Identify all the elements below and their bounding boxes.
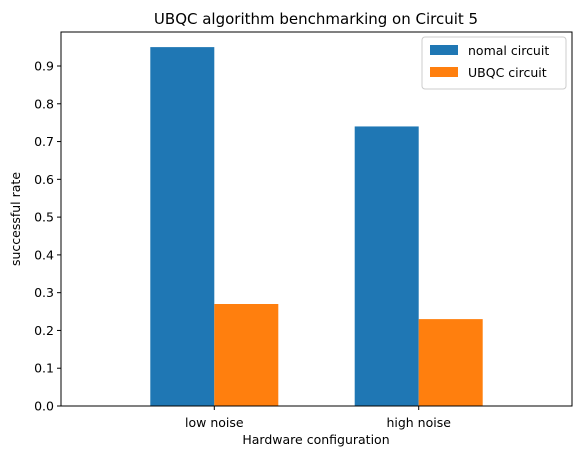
y-tick-label: 0.4 (34, 247, 54, 262)
legend-swatch (430, 67, 458, 77)
x-axis-label: Hardware configuration (242, 432, 389, 447)
plot-area-frame (60, 31, 573, 407)
bar-low-noise-series-2 (214, 304, 279, 406)
x-axis: low noise high noise (185, 406, 451, 430)
bar-high-noise-series-1 (354, 126, 419, 406)
y-tick-label: 0.9 (34, 59, 54, 74)
bar-low-noise-series-1 (150, 47, 215, 406)
y-tick-label: 0.2 (34, 323, 54, 338)
y-axis: 0.0 0.1 0.2 0.3 0.4 0.5 0.6 0.7 0.8 0.9 (34, 59, 61, 414)
y-tick-label: 0.7 (34, 134, 54, 149)
x-tick-label: high noise (386, 415, 451, 430)
y-tick-label: 0.1 (34, 361, 54, 376)
chart-title: UBQC algorithm benchmarking on Circuit 5 (154, 10, 478, 28)
y-axis-label: successful rate (8, 172, 23, 266)
y-tick-label: 0.8 (34, 96, 54, 111)
legend: nomal circuit UBQC circuit (421, 36, 567, 90)
bar-high-noise-series-2 (418, 319, 483, 406)
legend-swatch (430, 45, 458, 55)
y-tick-label: 0.6 (34, 172, 54, 187)
bars-group (150, 47, 483, 406)
x-tick-label: low noise (185, 415, 244, 430)
legend-label: nomal circuit (468, 43, 549, 58)
y-tick-label: 0.0 (34, 399, 54, 414)
y-tick-label: 0.5 (34, 210, 54, 225)
legend-label: UBQC circuit (468, 65, 547, 80)
y-tick-label: 0.3 (34, 285, 54, 300)
